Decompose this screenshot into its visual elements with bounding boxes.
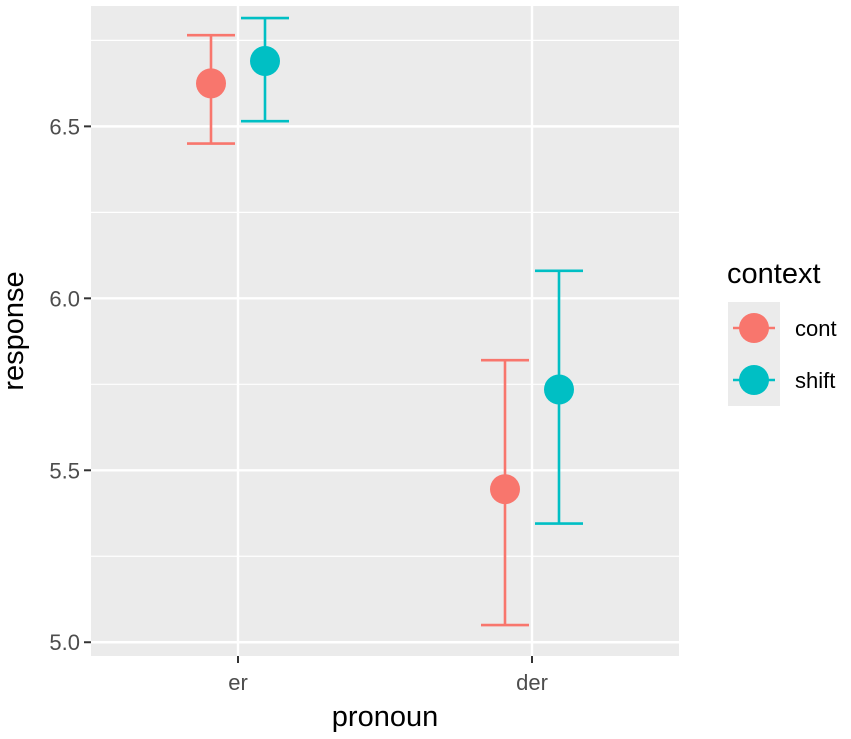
y-axis: 5.0 5.5 6.0 6.5 [49, 114, 91, 655]
data-marks [187, 16, 583, 627]
y-tick-label: 6.5 [49, 114, 80, 139]
y-tick-label: 6.0 [49, 286, 80, 311]
legend-key-point [739, 365, 769, 395]
legend-title: context [727, 258, 821, 290]
y-tick-label: 5.0 [49, 630, 80, 655]
legend: context cont shift [727, 258, 837, 406]
point-shift [250, 46, 280, 77]
legend-keys: cont shift [728, 302, 837, 406]
x-axis: er der [228, 656, 548, 695]
x-tick-label: er [228, 670, 248, 695]
legend-key-point [739, 313, 769, 343]
x-axis-title: pronoun [332, 701, 438, 733]
grid-major [91, 6, 679, 656]
point-cont [196, 68, 226, 99]
point-cont [490, 474, 520, 505]
plot-panel [91, 6, 679, 656]
grid-minor [91, 39, 679, 557]
point-shift [544, 374, 574, 405]
legend-label: shift [795, 368, 835, 393]
x-tick-label: der [516, 670, 548, 695]
y-axis-title: response [0, 271, 30, 390]
legend-label: cont [795, 316, 837, 341]
y-tick-label: 5.5 [49, 458, 80, 483]
